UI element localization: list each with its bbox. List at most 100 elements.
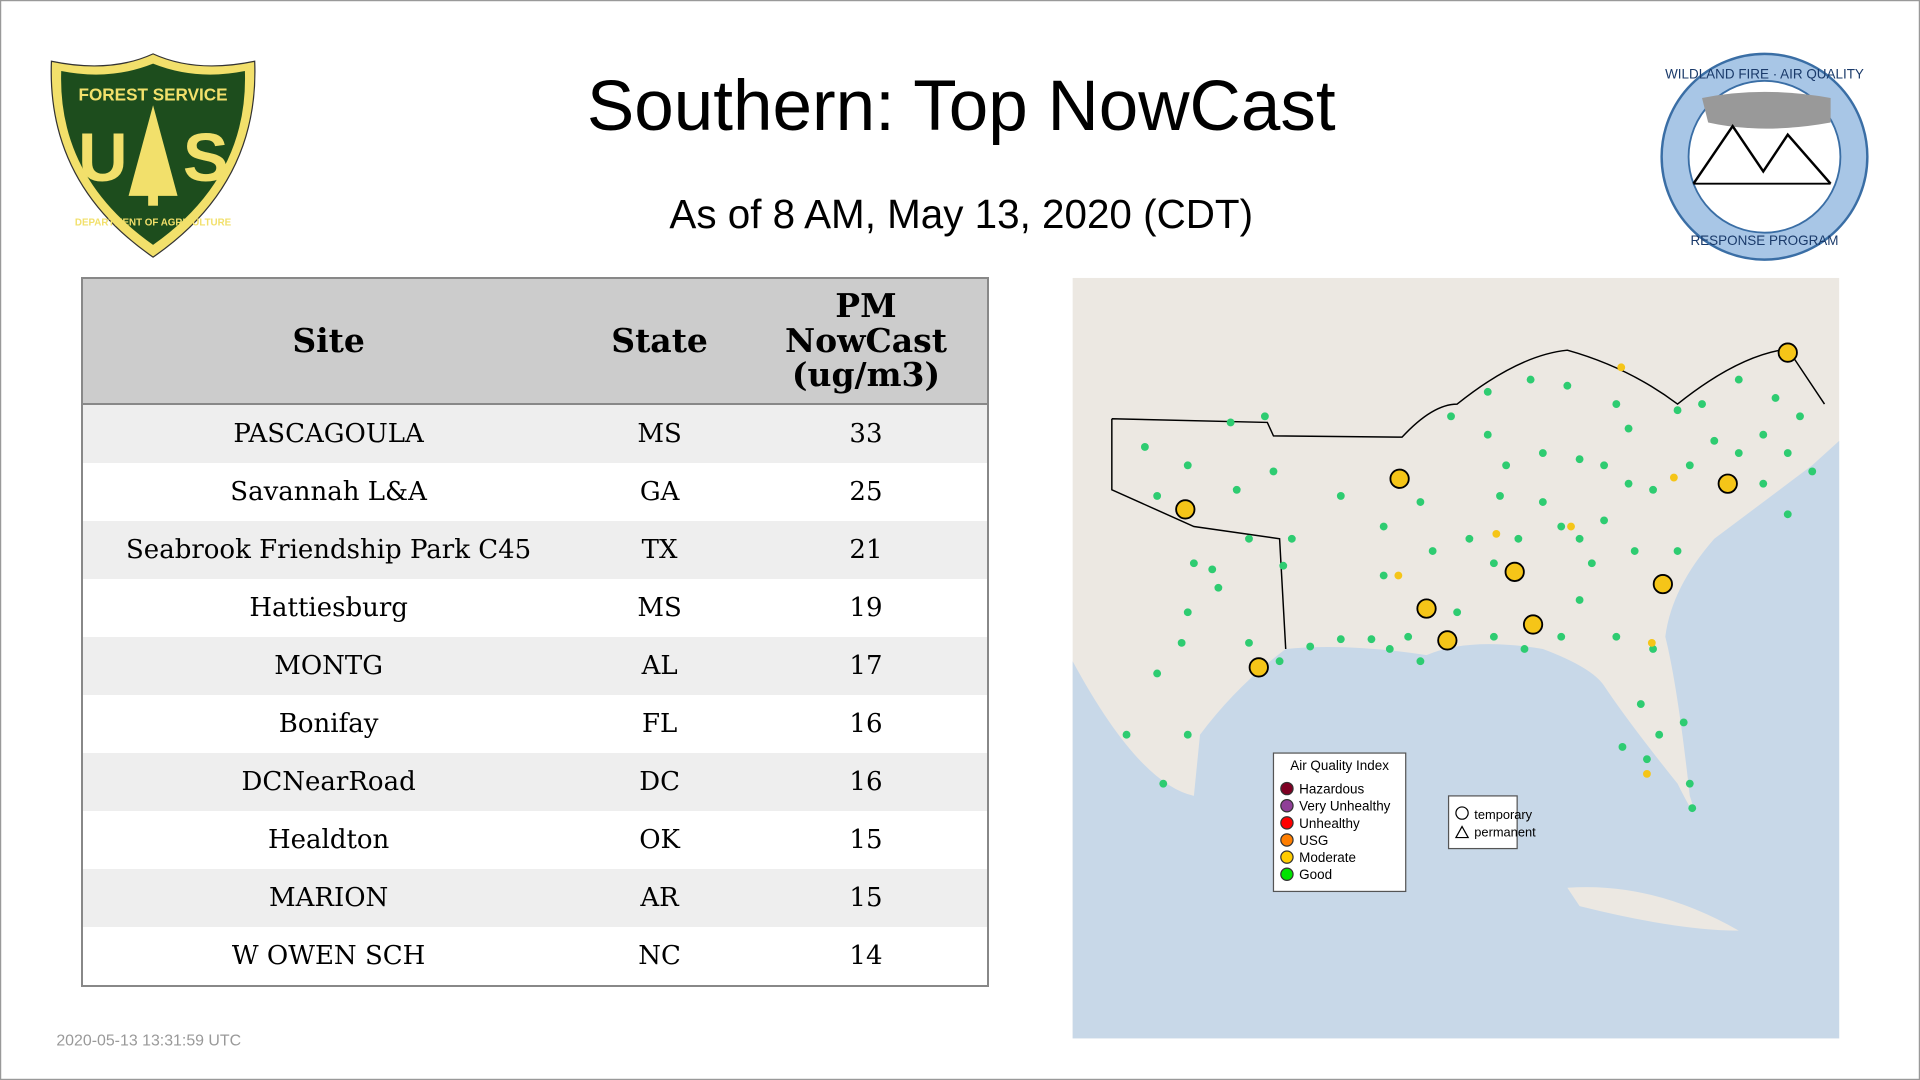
site-marker bbox=[1630, 547, 1639, 555]
table-row: PASCAGOULA MS 33 bbox=[82, 404, 988, 463]
logo-letter: S bbox=[183, 119, 229, 196]
site-marker bbox=[1183, 730, 1192, 739]
site-marker bbox=[1624, 424, 1633, 433]
site-marker bbox=[1214, 583, 1223, 592]
legend-label: Good bbox=[1299, 867, 1332, 882]
top-site-marker bbox=[1389, 468, 1410, 489]
logo-text: FOREST SERVICE bbox=[79, 84, 228, 104]
table-cell: Hattiesburg bbox=[249, 593, 408, 623]
site-marker bbox=[1600, 516, 1609, 525]
site-marker bbox=[1159, 779, 1168, 788]
table-cell: W OWEN SCH bbox=[231, 941, 426, 971]
shape-legend: temporary permanent bbox=[1447, 795, 1536, 850]
table-cell: DCNearRoad bbox=[82, 753, 575, 811]
table-row: DCNearRoad DC 16 bbox=[82, 753, 988, 811]
site-marker bbox=[1183, 461, 1192, 470]
site-marker bbox=[1575, 534, 1584, 543]
site-marker bbox=[1688, 804, 1697, 813]
table-cell: MS bbox=[574, 404, 745, 463]
site-marker bbox=[1287, 534, 1296, 543]
forest-service-logo: FOREST SERVICE U S DEPARTMENT OF AGRICUL… bbox=[50, 53, 256, 258]
site-marker bbox=[1122, 730, 1131, 739]
legend-label: Hazardous bbox=[1299, 781, 1364, 796]
table-cell: 21 bbox=[744, 521, 988, 579]
site-marker bbox=[1189, 559, 1198, 568]
table-row: MARION AR 15 bbox=[82, 869, 988, 927]
site-marker bbox=[1489, 559, 1498, 568]
site-marker bbox=[1489, 632, 1498, 641]
site-marker bbox=[1245, 534, 1253, 543]
table-cell: AL bbox=[574, 637, 745, 695]
table-cell: 25 bbox=[849, 477, 883, 507]
table-cell: MARION bbox=[82, 869, 575, 927]
site-marker bbox=[1153, 669, 1162, 678]
site-marker bbox=[1465, 534, 1474, 543]
site-marker bbox=[1734, 375, 1743, 384]
site-marker bbox=[1385, 645, 1394, 653]
table-row: Bonifay FL 16 bbox=[82, 695, 988, 753]
site-marker bbox=[1563, 381, 1572, 390]
site-marker bbox=[1655, 730, 1664, 739]
logo-text: RESPONSE PROGRAM bbox=[1690, 233, 1838, 248]
column-header: State bbox=[574, 278, 745, 405]
site-marker bbox=[1275, 657, 1284, 666]
site-marker bbox=[1617, 363, 1626, 372]
table-cell: NC bbox=[638, 941, 681, 971]
map-water bbox=[1072, 440, 1840, 1039]
table-cell: 19 bbox=[849, 593, 883, 623]
site-marker bbox=[1269, 467, 1278, 476]
top-site-marker bbox=[1522, 614, 1544, 635]
table-cell: 33 bbox=[744, 404, 988, 463]
table-cell: 17 bbox=[744, 637, 988, 695]
site-marker bbox=[1734, 449, 1743, 457]
site-marker bbox=[1624, 479, 1633, 488]
legend-label: temporary bbox=[1474, 807, 1532, 822]
table-cell: 16 bbox=[849, 709, 883, 739]
title: Southern: Top NowCast bbox=[587, 67, 1336, 146]
table-cell: Seabrook Friendship Park C45 bbox=[82, 521, 575, 579]
site-marker bbox=[1538, 449, 1547, 457]
site-marker bbox=[1526, 375, 1535, 384]
table-cell: TX bbox=[574, 521, 745, 579]
column-header: Site bbox=[82, 278, 575, 405]
legend-swatch bbox=[1280, 781, 1294, 796]
site-marker bbox=[1575, 596, 1584, 604]
site-marker bbox=[1183, 608, 1192, 617]
legend-title: Air Quality Index bbox=[1290, 758, 1389, 773]
site-marker bbox=[1600, 461, 1609, 470]
table-cell: PASCAGOULA bbox=[82, 404, 575, 463]
table-cell: AR bbox=[574, 869, 745, 927]
site-marker bbox=[1453, 608, 1462, 617]
site-marker bbox=[1379, 571, 1388, 580]
top-site-marker bbox=[1416, 598, 1437, 619]
table-cell: OK bbox=[639, 825, 680, 855]
map: Air Quality Index Hazardous Very Unhealth… bbox=[1072, 277, 1840, 1039]
table-cell: GA bbox=[639, 477, 680, 507]
site-marker bbox=[1796, 412, 1804, 421]
legend-swatch bbox=[1280, 798, 1294, 813]
site-marker bbox=[1336, 635, 1345, 644]
site-marker bbox=[1279, 561, 1288, 570]
site-marker bbox=[1567, 522, 1575, 531]
site-marker bbox=[1404, 632, 1413, 641]
column-header: PM NowCast (ug/m3) bbox=[744, 278, 988, 405]
site-marker bbox=[1483, 387, 1492, 396]
table-cell: MS bbox=[637, 593, 682, 623]
site-marker bbox=[1394, 571, 1403, 580]
site-marker bbox=[1587, 559, 1596, 568]
site-marker bbox=[1492, 529, 1501, 538]
site-marker bbox=[1643, 755, 1651, 764]
site-marker bbox=[1759, 430, 1768, 439]
map-legend: Air Quality Index Hazardous Very Unhealth… bbox=[1272, 752, 1407, 893]
legend-label: Unhealthy bbox=[1299, 816, 1360, 831]
site-marker bbox=[1685, 779, 1694, 788]
site-marker bbox=[1379, 522, 1388, 531]
site-marker bbox=[1447, 412, 1455, 421]
site-marker bbox=[1636, 700, 1645, 708]
site-marker bbox=[1416, 498, 1425, 506]
site-marker bbox=[1783, 449, 1792, 457]
timestamp: 2020-05-13 13:31:59 UTC bbox=[56, 1033, 241, 1050]
site-marker bbox=[1367, 635, 1376, 644]
